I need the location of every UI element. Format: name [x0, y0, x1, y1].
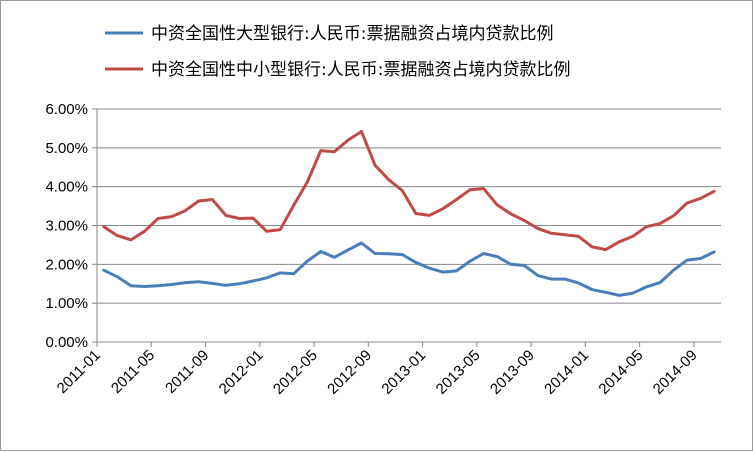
series-layer	[102, 130, 716, 297]
y-tick-label: 2.00%	[45, 256, 88, 273]
x-tick-label: 2013-05	[433, 347, 484, 398]
series-line-1	[102, 130, 716, 252]
y-tick-label: 0.00%	[45, 334, 88, 351]
x-tick-label: 2014-01	[541, 347, 592, 398]
x-tick-label: 2013-09	[487, 347, 538, 398]
x-tick-label: 2014-09	[650, 347, 701, 398]
y-tick-label: 4.00%	[45, 179, 88, 196]
x-tick-label: 2011-09	[162, 347, 212, 397]
gridlines	[92, 108, 721, 343]
x-tick-label: 2012-09	[324, 347, 375, 398]
x-tick-label: 2012-01	[216, 347, 267, 398]
x-tick-labels: 2011-01 2011-05 2011-09 2012-01 2012-05 2012-…	[54, 347, 701, 398]
legend-label-0: 中资全国性大型银行:人民币:票据融资占境内贷款比例	[151, 24, 553, 44]
legend: 中资全国性大型银行:人民币:票据融资占境内贷款比例中资全国性中小型银行:人民币:…	[105, 24, 570, 80]
series-line-0	[102, 241, 716, 297]
legend-label-1: 中资全国性中小型银行:人民币:票据融资占境内贷款比例	[151, 60, 570, 80]
y-tick-label: 6.00%	[45, 101, 88, 118]
axes	[96, 109, 721, 347]
x-tick-label: 2011-01	[54, 347, 104, 397]
x-tick-label: 2013-01	[378, 347, 429, 398]
y-tick-label: 5.00%	[45, 140, 88, 157]
x-tick-label: 2011-05	[108, 347, 158, 397]
y-tick-label: 1.00%	[45, 295, 88, 312]
y-tick-label: 3.00%	[45, 218, 88, 235]
x-tick-label: 2012-05	[270, 347, 321, 398]
y-tick-labels: 0.00% 1.00% 2.00% 3.00% 4.00% 5.00% 6.00%	[45, 101, 88, 351]
x-tick-label: 2014-05	[595, 347, 646, 398]
